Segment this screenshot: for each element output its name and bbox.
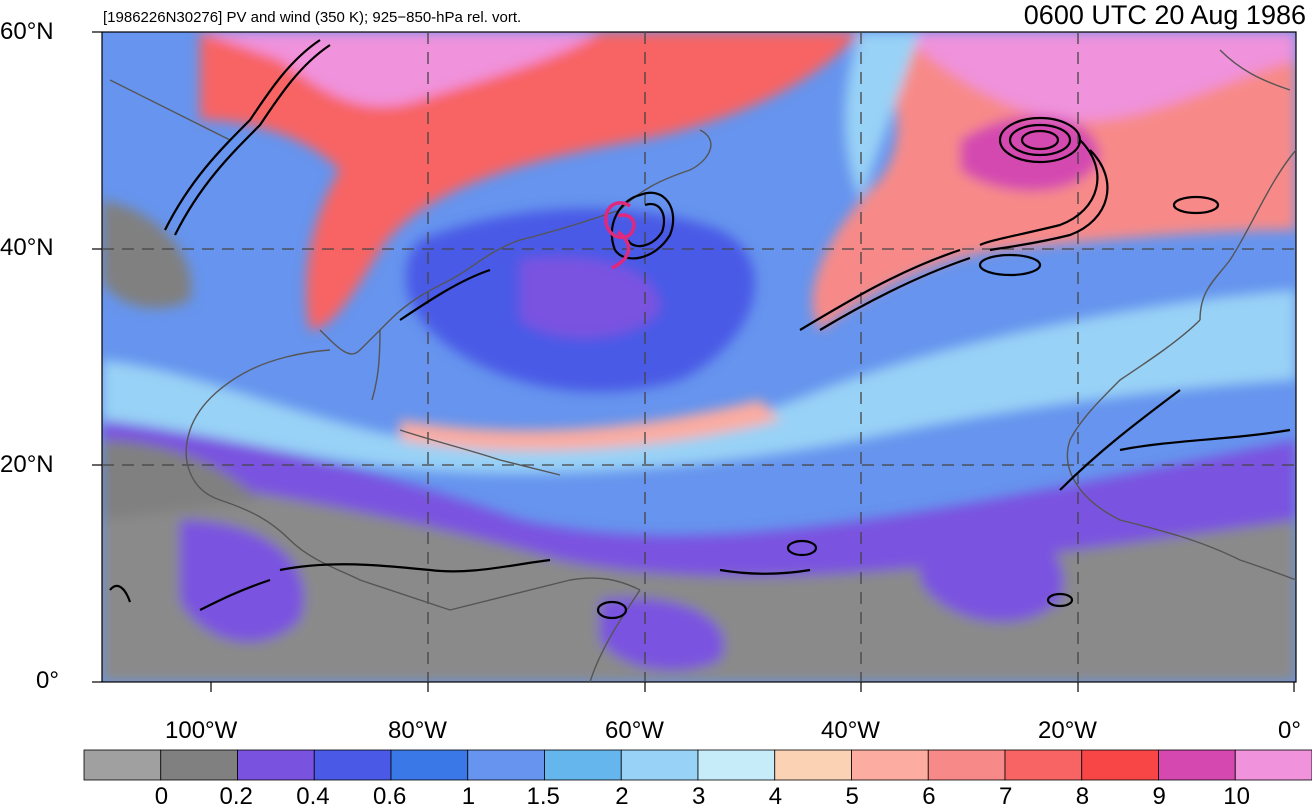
colorbar-tick-label: 8 (1075, 783, 1090, 810)
gridlines (102, 32, 1296, 682)
lat-label-20n: 20°N (0, 451, 54, 478)
colorbar-swatch (390, 749, 469, 781)
colorbar-swatch (237, 749, 315, 781)
colorbar-swatch (160, 749, 238, 781)
colorbar-tick-label: 4 (768, 783, 783, 810)
colorbar-tick-label: 0 (154, 783, 169, 810)
map-frame (101, 31, 1297, 683)
colorbar-swatch (313, 749, 392, 781)
colorbar-swatch (1158, 749, 1236, 781)
colorbar-swatch (1004, 749, 1083, 781)
lat-label-40n: 40°N (0, 234, 54, 261)
colorbar-tick-label: 2 (615, 783, 629, 810)
lon-label-100w: 100°W (165, 717, 238, 744)
tick-marks (92, 31, 1295, 692)
colorbar-tick-label: 3 (692, 783, 706, 810)
colorbar-swatch (1081, 749, 1159, 781)
lon-label-80w: 80°W (388, 717, 447, 744)
colorbar (83, 749, 1312, 781)
colorbar-swatch (620, 749, 699, 781)
vorticity-contours (109, 39, 1291, 620)
colorbar-swatch (1234, 749, 1312, 781)
lat-label-60n: 60°N (0, 18, 54, 45)
colorbar-tick-label: 0.4 (296, 783, 330, 810)
colorbar-swatch (851, 749, 929, 781)
colorbar-tick-label: 9 (1152, 783, 1166, 810)
lon-label-60w: 60°W (605, 717, 664, 744)
lon-label-0: 0° (1278, 717, 1301, 744)
lon-label-20w: 20°W (1038, 717, 1097, 744)
colorbar-swatch (774, 749, 852, 781)
colorbar-tick-label: 7 (999, 783, 1013, 810)
lat-label-0: 0° (36, 667, 59, 694)
colorbar-swatch (83, 749, 162, 781)
map-time-title: 0600 UTC 20 Aug 1986 (1023, 0, 1306, 30)
colorbar-tick-label: 0.2 (219, 783, 253, 810)
colorbar-tick-label: 6 (922, 783, 936, 810)
colorbar-swatch (697, 749, 776, 781)
colorbar-swatch (467, 749, 545, 781)
colorbar-tick-label: 1.5 (526, 783, 560, 810)
colorbar-tick-label: 1 (461, 783, 476, 810)
colorbar-swatch (544, 749, 622, 781)
colorbar-tick-label: 5 (845, 783, 859, 810)
lon-label-40w: 40°W (821, 717, 880, 744)
colorbar-tick-label: 10 (1223, 783, 1250, 810)
map-subtitle: [1986226N30276] PV and wind (350 K); 925… (103, 9, 522, 26)
pv-field (102, 32, 1296, 682)
colorbar-swatch (927, 749, 1006, 781)
tropical-storm-symbol (604, 201, 636, 270)
colorbar-tick-label: 0.6 (373, 783, 407, 810)
